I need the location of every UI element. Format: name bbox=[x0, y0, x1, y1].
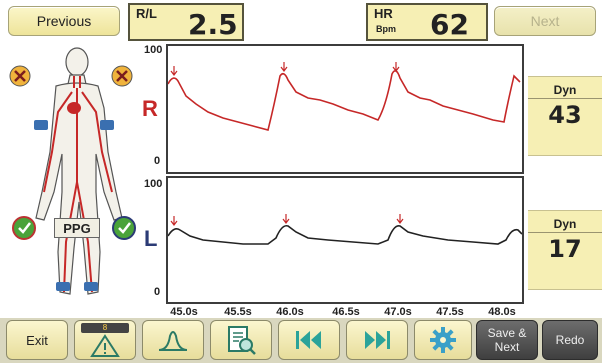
dyn-value-right: 43 bbox=[548, 101, 582, 129]
waveform-chart-left bbox=[166, 176, 524, 304]
skip-forward-button[interactable] bbox=[346, 320, 408, 360]
right-ankle-cuff-icon bbox=[56, 282, 70, 291]
save-next-button[interactable]: Save & Next bbox=[476, 320, 538, 360]
rl-ratio-readout: R/L 2.5 bbox=[128, 3, 244, 41]
left-lower-check-icon bbox=[112, 216, 136, 240]
dyn-value-left: 17 bbox=[548, 235, 582, 263]
dyn-panel-right: Dyn 43 bbox=[528, 76, 602, 156]
left-upper-status-icon bbox=[111, 65, 133, 87]
left-ankle-cuff-icon bbox=[84, 282, 98, 291]
heart-icon bbox=[67, 102, 81, 114]
hr-unit: Bpm bbox=[376, 24, 396, 34]
skip-forward-icon bbox=[365, 331, 390, 349]
peak-marker-right-1 bbox=[170, 66, 178, 76]
hr-value: 62 bbox=[430, 8, 469, 41]
waveform-button[interactable] bbox=[142, 320, 204, 360]
waveform-left bbox=[167, 224, 523, 245]
x-tick: 45.0s bbox=[170, 306, 198, 318]
x-tick: 46.5s bbox=[332, 306, 360, 318]
x-tick: 47.5s bbox=[436, 306, 464, 318]
peak-marker-left-2 bbox=[282, 214, 290, 224]
report-magnifier-icon bbox=[228, 326, 256, 355]
dyn-label-right: Dyn bbox=[553, 83, 577, 97]
left-arm-cuff-icon bbox=[100, 120, 114, 130]
peak-marker-left-3 bbox=[396, 214, 404, 224]
peak-marker-right-3 bbox=[392, 62, 400, 72]
gear-icon bbox=[430, 327, 456, 353]
rl-label: R/L bbox=[136, 6, 157, 21]
l-y-top-tick: 100 bbox=[144, 178, 163, 190]
dyn-label-left: Dyn bbox=[553, 217, 577, 231]
right-arm-cuff-icon bbox=[34, 120, 48, 130]
redo-button[interactable]: Redo bbox=[542, 320, 598, 360]
x-tick: 47.0s bbox=[384, 306, 412, 318]
waveform-chart-right bbox=[166, 44, 524, 174]
rl-value: 2.5 bbox=[188, 8, 238, 41]
skip-back-icon bbox=[296, 331, 321, 349]
skip-back-button[interactable] bbox=[278, 320, 340, 360]
previous-button[interactable]: Previous bbox=[8, 6, 120, 36]
peak-marker-right-2 bbox=[280, 62, 288, 72]
peak-marker-left-1 bbox=[170, 216, 178, 226]
right-upper-status-icon bbox=[9, 65, 31, 87]
channel-label-left: L bbox=[144, 226, 158, 251]
r-y-bottom-tick: 0 bbox=[154, 155, 161, 167]
right-lower-check-icon bbox=[12, 216, 36, 240]
report-button[interactable] bbox=[210, 320, 272, 360]
r-y-top-tick: 100 bbox=[144, 44, 163, 56]
next-button[interactable]: Next bbox=[494, 6, 596, 36]
hr-label: HR bbox=[374, 6, 393, 21]
l-y-bottom-tick: 0 bbox=[154, 286, 161, 298]
body-diagram: PPG bbox=[4, 42, 154, 318]
dyn-panel-left: Dyn 17 bbox=[528, 210, 602, 290]
ppg-label: PPG bbox=[54, 218, 100, 238]
warning-count-badge: 8 bbox=[81, 323, 129, 333]
warnings-button[interactable]: 8 bbox=[74, 320, 136, 360]
channel-label-right: R bbox=[142, 96, 158, 121]
settings-button[interactable] bbox=[414, 320, 472, 360]
waveform-right bbox=[167, 70, 521, 131]
x-tick: 46.0s bbox=[276, 306, 304, 318]
x-tick: 48.0s bbox=[488, 306, 516, 318]
heart-rate-readout: HR Bpm 62 bbox=[366, 3, 488, 41]
pulse-waveform-icon bbox=[158, 331, 188, 351]
exit-button[interactable]: Exit bbox=[6, 320, 68, 360]
x-tick: 45.5s bbox=[224, 306, 252, 318]
warning-triangle-icon bbox=[90, 334, 120, 357]
